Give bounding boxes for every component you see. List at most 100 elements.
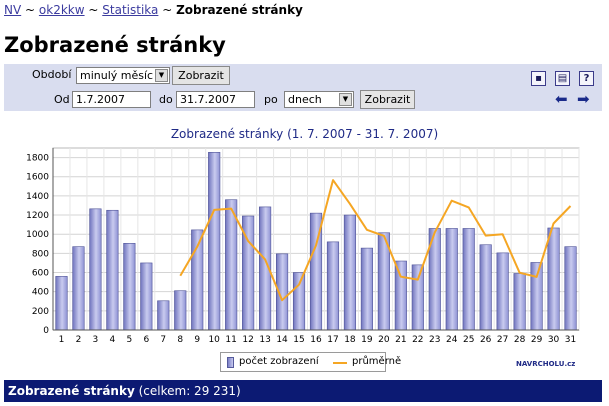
bar <box>55 276 68 331</box>
x-tick-label: 22 <box>412 335 423 345</box>
x-tick-label: 4 <box>110 335 116 345</box>
legend-swatch-bars <box>227 357 234 368</box>
help-icon[interactable]: ? <box>579 71 594 86</box>
bar <box>360 247 373 331</box>
y-tick-label: 1600 <box>26 173 49 183</box>
x-tick-label: 24 <box>446 335 458 345</box>
breadcrumb: NV ~ ok2kkw ~ Statistika ~ Zobrazené str… <box>4 3 303 17</box>
print-icon[interactable]: ▤ <box>555 71 570 86</box>
bar <box>564 246 577 331</box>
x-tick-label: 20 <box>378 335 390 345</box>
bar <box>225 199 238 331</box>
breadcrumb-link-statistika[interactable]: Statistika <box>102 3 159 17</box>
chevron-down-icon: ▼ <box>339 93 352 106</box>
x-tick-label: 16 <box>310 335 322 345</box>
breadcrumb-separator: ~ <box>88 3 99 17</box>
x-tick-label: 8 <box>177 335 183 345</box>
brand-logo: NAVRCHOLU.cz <box>516 360 576 368</box>
bar <box>106 209 119 331</box>
breadcrumb-separator: ~ <box>162 3 173 17</box>
x-tick-label: 26 <box>480 335 492 345</box>
x-tick-label: 15 <box>293 335 304 345</box>
bar <box>394 260 407 331</box>
legend-label-bars: počet zobrazení <box>239 356 319 367</box>
legend-swatch-line <box>333 362 347 364</box>
bar <box>326 241 340 331</box>
y-tick-label: 0 <box>43 326 49 336</box>
bar <box>445 228 458 331</box>
section-total: (celkem: 29 231) <box>138 384 241 398</box>
x-tick-label: 28 <box>514 335 526 345</box>
chart-title: Zobrazené stránky (1. 7. 2007 - 31. 7. 2… <box>170 127 439 141</box>
show-button-2[interactable]: Zobrazit <box>360 90 415 109</box>
x-tick-label: 9 <box>194 335 200 345</box>
bar <box>496 252 509 331</box>
bar <box>72 246 85 331</box>
chart-legend: počet zobrazení průměrně <box>220 352 401 372</box>
x-tick-label: 31 <box>565 335 576 345</box>
average-line <box>179 179 572 302</box>
legend-label-line: průměrně <box>352 356 402 367</box>
bar <box>530 262 543 331</box>
bar <box>411 264 424 331</box>
bar <box>462 228 475 331</box>
y-tick-label: 1800 <box>26 154 49 164</box>
x-tick-label: 18 <box>344 335 356 345</box>
granularity-select-value: dnech <box>288 93 322 106</box>
to-label: do <box>159 93 173 106</box>
breadcrumb-current: Zobrazené stránky <box>176 3 303 17</box>
period-select-value: minulý měsíc <box>80 69 154 82</box>
x-tick-label: 19 <box>361 335 373 345</box>
to-date-input[interactable]: 31.7.2007 <box>176 91 255 108</box>
section-title: Zobrazené stránky <box>8 384 135 398</box>
bar <box>343 214 357 331</box>
x-tick-label: 10 <box>208 335 220 345</box>
y-tick-label: 1000 <box>26 230 49 240</box>
x-tick-label: 11 <box>225 335 236 345</box>
show-button[interactable]: Zobrazit <box>172 66 230 85</box>
bar <box>208 152 221 331</box>
page-title: Zobrazené stránky <box>4 33 226 57</box>
y-tick-label: 200 <box>32 307 49 317</box>
x-tick-label: 6 <box>143 335 149 345</box>
x-tick-label: 14 <box>276 335 288 345</box>
chevron-down-icon: ▼ <box>155 69 168 82</box>
x-tick-label: 17 <box>327 335 338 345</box>
arrow-left-icon[interactable]: ⬅ <box>555 90 568 108</box>
save-icon[interactable]: ▪ <box>531 71 546 86</box>
x-tick-label: 30 <box>548 335 560 345</box>
y-tick-label: 600 <box>32 269 49 279</box>
arrow-right-icon[interactable]: ➡ <box>577 90 590 108</box>
bar <box>174 290 187 331</box>
breadcrumb-link-ok2kkw[interactable]: ok2kkw <box>38 3 85 17</box>
x-tick-label: 25 <box>463 335 474 345</box>
y-tick-label: 1200 <box>26 211 49 221</box>
from-label: Od <box>54 93 70 106</box>
bar <box>479 244 492 331</box>
period-label: Období <box>32 68 72 81</box>
x-tick-label: 13 <box>259 335 270 345</box>
breadcrumb-link-nv[interactable]: NV <box>4 3 22 17</box>
x-tick-label: 3 <box>93 335 99 345</box>
filter-bar: Období minulý měsíc ▼ Zobrazit Od 1.7.20… <box>4 64 602 111</box>
y-tick-label: 400 <box>32 288 49 298</box>
x-tick-label: 27 <box>497 335 508 345</box>
y-tick-label: 1400 <box>26 192 49 202</box>
x-tick-label: 23 <box>429 335 440 345</box>
x-tick-label: 1 <box>59 335 65 345</box>
bar <box>157 300 170 331</box>
period-select[interactable]: minulý měsíc ▼ <box>76 67 170 84</box>
x-tick-label: 7 <box>160 335 166 345</box>
bar <box>140 262 153 331</box>
granularity-select[interactable]: dnech ▼ <box>284 91 354 108</box>
bar <box>89 208 102 331</box>
y-tick-label: 800 <box>32 249 49 259</box>
bar <box>123 243 136 331</box>
breadcrumb-separator: ~ <box>25 3 36 17</box>
bar <box>547 227 560 331</box>
x-tick-label: 12 <box>242 335 253 345</box>
bar <box>513 273 526 331</box>
from-date-input[interactable]: 1.7.2007 <box>72 91 151 108</box>
bar <box>292 272 306 331</box>
x-tick-label: 29 <box>531 335 543 345</box>
